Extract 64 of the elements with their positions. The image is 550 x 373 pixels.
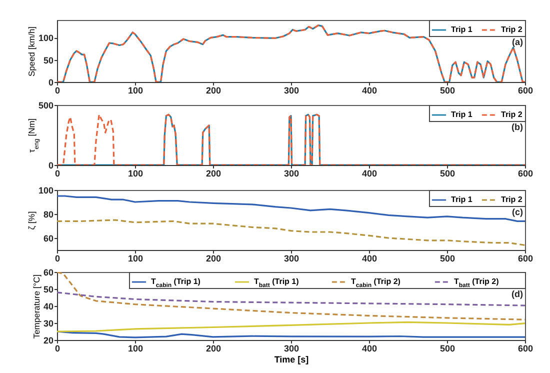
legend-label: Trip 2	[501, 195, 523, 204]
x-tick-label: 100	[128, 344, 144, 354]
x-tick-label: 400	[362, 254, 378, 264]
y-axis-title: ζ [%]	[26, 211, 36, 230]
x-tick-label: 600	[518, 168, 534, 178]
line-series	[57, 292, 525, 306]
x-tick-label: 300	[284, 86, 300, 96]
line-series	[57, 272, 525, 320]
y-tick-label: 0	[48, 160, 54, 170]
x-tick-label: 500	[440, 168, 456, 178]
legend-label: T$_{batt}$ (Trip 2)	[454, 277, 500, 289]
x-tick-label: 600	[518, 86, 534, 96]
y-tick-label: 50	[43, 55, 54, 66]
x-tick-label: 500	[440, 344, 456, 354]
x-tick-label: 500	[440, 254, 456, 264]
x-tick-label: 600	[518, 254, 534, 264]
x-tick-label: 400	[362, 86, 378, 96]
annotation: (a)	[512, 37, 523, 47]
legend-label: Trip 2	[501, 25, 523, 34]
legend-label: T$_{batt}$ (Trip 1)	[254, 277, 300, 289]
x-tick-label: 600	[518, 344, 534, 354]
x-tick-label: 300	[284, 254, 300, 264]
x-tick-label: 400	[362, 168, 378, 178]
y-axis-title: Temperature [°C]	[31, 274, 42, 339]
legend-label: Trip 1	[451, 110, 473, 119]
x-tick-label: 400	[362, 344, 378, 354]
x-tick-label: 0	[54, 168, 60, 178]
x-tick-label: 0	[54, 254, 60, 264]
y-tick-label: 30	[43, 318, 54, 328]
y-tick-label: 50	[43, 284, 54, 294]
legend-label: Trip 1	[451, 195, 473, 204]
y-tick-label: 20	[43, 336, 54, 346]
x-tick-label: 300	[284, 344, 300, 354]
y-tick-label: 80	[43, 210, 54, 220]
x-tick-label: 300	[284, 168, 300, 178]
legend-label: T$_{cabin}$ (Trip 1)	[151, 277, 201, 289]
x-tick-label: 100	[128, 86, 144, 96]
annotation: (d)	[512, 289, 523, 299]
x-tick-label: 500	[440, 86, 456, 96]
annotation: (b)	[512, 122, 523, 132]
line-series	[57, 321, 525, 332]
x-tick-label: 200	[206, 86, 222, 96]
x-tick-label: 200	[206, 254, 222, 264]
x-tick-label: 100	[128, 254, 144, 264]
x-tick-label: 200	[206, 168, 222, 178]
y-tick-label: 40	[43, 302, 54, 312]
y-tick-label: 60	[43, 234, 54, 244]
x-tick-label: 100	[128, 168, 144, 178]
y-tick-label: 100	[38, 186, 54, 196]
legend-label: Trip 1	[451, 25, 473, 34]
x-tick-label: 0	[54, 344, 60, 354]
y-tick-label: 60	[43, 268, 54, 278]
y-tick-label: 0	[48, 78, 54, 88]
line-series	[57, 195, 525, 222]
line-series	[57, 219, 525, 246]
x-tick-label: 200	[206, 344, 222, 354]
annotation: (c)	[512, 207, 523, 217]
y-tick-label: 500	[38, 100, 54, 110]
y-axis-title: Speed [km/h]	[26, 26, 36, 77]
legend-label: T$_{cabin}$ (Trip 2)	[351, 277, 401, 289]
legend-label: Trip 2	[501, 110, 523, 119]
y-tick-label: 100	[38, 33, 54, 44]
x-axis-title: Time [s]	[274, 354, 309, 364]
x-tick-label: 0	[54, 86, 60, 96]
